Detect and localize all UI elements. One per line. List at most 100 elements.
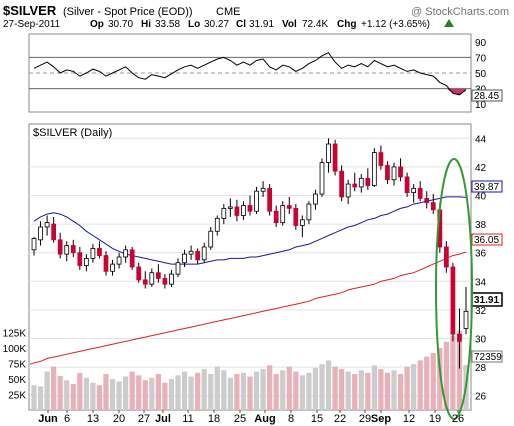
- volume-last-value: 72359: [474, 352, 502, 363]
- candle: [273, 210, 279, 224]
- rsi-value: 28.45: [474, 91, 499, 102]
- candle: [97, 248, 102, 256]
- volume-bar: [129, 371, 135, 410]
- volume-bar: [155, 374, 161, 410]
- volume-tick-label: 100K: [3, 344, 27, 355]
- volume-tick-label: 25K: [8, 391, 26, 402]
- candle: [404, 176, 410, 194]
- candle: [352, 183, 358, 188]
- volume-bar: [267, 365, 273, 410]
- volume-bar: [378, 369, 384, 410]
- x-tick-label: 15: [311, 413, 323, 425]
- candle: [155, 272, 161, 279]
- x-tick-label: Jul: [155, 413, 171, 425]
- volume-bar: [450, 335, 456, 410]
- price-tick-label: 28: [475, 363, 487, 374]
- x-tick-label: 11: [182, 413, 193, 425]
- candle: [247, 205, 253, 212]
- volume-bar: [37, 386, 44, 410]
- volume-bar: [306, 372, 312, 410]
- open-label: Op: [90, 19, 104, 30]
- candle: [267, 187, 273, 212]
- volume-bar: [142, 380, 148, 410]
- candle: [378, 152, 384, 166]
- volume-bar: [365, 372, 371, 410]
- candle: [31, 237, 37, 251]
- volume-bar: [411, 364, 417, 410]
- price-tick-label: 34: [475, 277, 487, 288]
- candle: [424, 197, 430, 204]
- volume-bar: [64, 380, 70, 410]
- candle: [221, 207, 227, 219]
- volume-bar: [57, 375, 63, 410]
- volume-bar: [319, 364, 325, 410]
- candle: [450, 266, 456, 335]
- close-value: 31.91: [249, 19, 274, 30]
- volume-bar: [195, 372, 201, 410]
- price-panel-label: $SILVER (Daily): [33, 127, 112, 139]
- volume-bar: [51, 366, 57, 410]
- candle: [38, 226, 43, 241]
- x-tick-label: 13: [87, 413, 99, 425]
- candle: [201, 246, 207, 261]
- x-tick-label: 6: [64, 413, 70, 425]
- ma-long-value: 36.05: [474, 235, 499, 246]
- candle: [443, 246, 449, 268]
- candle: [371, 152, 377, 186]
- volume-bar: [168, 379, 175, 410]
- candle: [116, 256, 122, 265]
- candle: [319, 162, 325, 195]
- volume-bar: [162, 382, 168, 410]
- watermark-logo: @ StockCharts.com: [411, 6, 509, 18]
- volume-bar: [253, 371, 260, 410]
- candle: [417, 187, 423, 199]
- volume-bar: [208, 374, 214, 410]
- candle: [77, 252, 83, 266]
- x-axis: Jun 6 13 20 27 Jul 11 18 25 Aug 8 15 22 29 Sep 12 19 26: [38, 410, 464, 425]
- candle: [208, 230, 214, 248]
- x-tick-label: Aug: [254, 413, 275, 425]
- volume-bar: [221, 370, 227, 410]
- candle: [457, 333, 462, 342]
- price-panel: 125K 100K 75K 50K 25K $SILVER (Daily) 44 42 40…: [3, 123, 503, 420]
- candle: [70, 245, 76, 254]
- volume-bar: [175, 375, 181, 410]
- candle: [358, 177, 364, 188]
- candle: [129, 249, 135, 268]
- change-label: Chg: [337, 19, 356, 30]
- rsi-tick-label: 10: [475, 100, 487, 111]
- candle: [214, 217, 220, 232]
- price-tick-label: 32: [475, 306, 487, 317]
- ma-50-line: [33, 196, 467, 265]
- volume-bar: [234, 374, 240, 410]
- volume-bar: [371, 365, 377, 410]
- x-tick-label: 20: [113, 413, 125, 425]
- volume-bar: [70, 383, 76, 410]
- chart-description: (Silver - Spot Price (EOD)): [63, 6, 193, 18]
- x-tick-label: 12: [403, 413, 415, 425]
- candle: [64, 245, 70, 255]
- candle: [51, 223, 56, 241]
- volume-label: Vol: [282, 19, 297, 30]
- candle: [136, 266, 142, 281]
- candle: [345, 183, 351, 198]
- quote-date: 27-Sep-2011: [3, 19, 61, 30]
- change-value: +1.12 (+3.65%): [361, 19, 430, 30]
- candle: [398, 166, 403, 178]
- candle: [110, 263, 115, 272]
- high-label: Hi: [141, 19, 151, 30]
- ma-short-tag: 39.87: [471, 180, 503, 193]
- candle: [123, 249, 129, 258]
- exchange-label: CME: [216, 6, 240, 18]
- candle: [169, 273, 174, 285]
- volume-bar: [181, 371, 188, 410]
- x-tick-label: 8: [288, 413, 294, 425]
- x-tick-label: Sep: [371, 413, 391, 425]
- volume-bar: [358, 370, 364, 410]
- candle: [195, 250, 201, 261]
- low-label: Lo: [188, 19, 200, 30]
- last-price-tag: 31.91: [471, 292, 503, 307]
- volume-bar: [312, 367, 319, 410]
- ma-200-line: [29, 251, 467, 365]
